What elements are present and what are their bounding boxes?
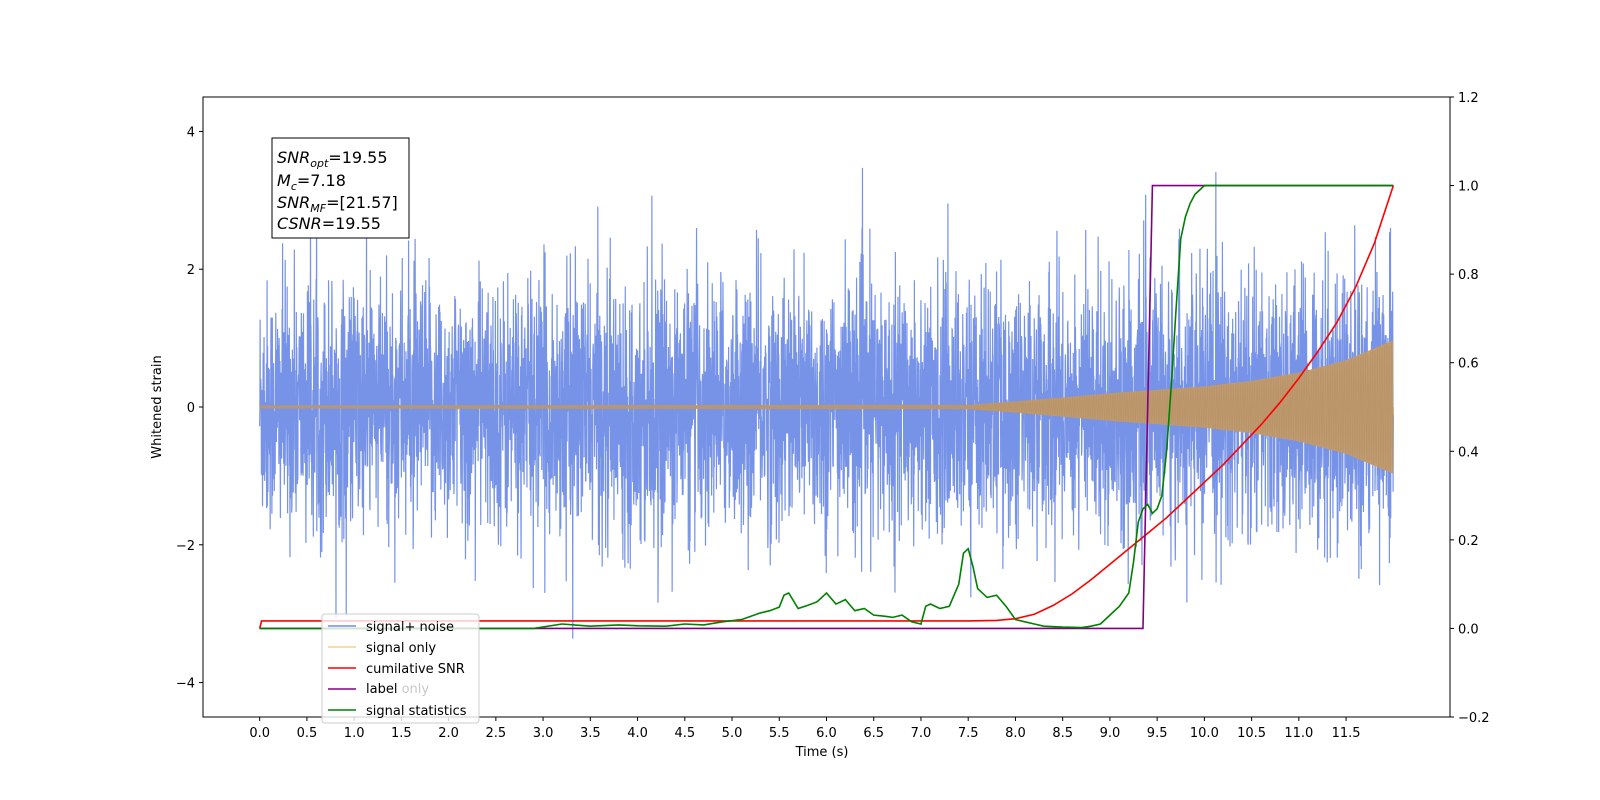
info-snr-mf: SNRMF=[21.57] (277, 193, 398, 215)
y-right-tick-label: −0.2 (1458, 711, 1490, 726)
y-left-tick-label: 2 (187, 263, 195, 278)
info-mc: Mc=7.18 (277, 171, 346, 193)
y-left-tick-label: 0 (187, 401, 195, 416)
legend-frame (321, 613, 480, 724)
x-tick-label: 2.0 (438, 726, 459, 741)
y-right-tick-label: 0.6 (1458, 357, 1479, 372)
x-tick-label: 3.0 (533, 726, 554, 741)
x-tick-label: 6.0 (816, 726, 837, 741)
y-right-tick-label: 0.8 (1458, 268, 1479, 283)
x-tick-label: 0.5 (297, 726, 318, 741)
legend: signal+ noise signal only cumilative SNR… (321, 613, 480, 724)
x-tick-label: 9.0 (1100, 726, 1121, 741)
y-left-tick-label: −4 (176, 677, 195, 692)
y-left-tick-label: 4 (187, 125, 195, 140)
x-tick-label: 1.0 (344, 726, 365, 741)
x-axis-label: Time (s) (795, 745, 849, 760)
y-right-tick-label: 0.4 (1458, 445, 1479, 460)
x-tick-label: 10.5 (1237, 726, 1266, 741)
x-tick-label: 0.0 (249, 726, 270, 741)
x-tick-label: 4.5 (674, 726, 695, 741)
series-signal-statistics (259, 184, 1394, 630)
y-left-tick-label: −2 (176, 539, 195, 554)
info-box: SNRopt=19.55 Mc=7.18 SNRMF=[21.57] CSNR=… (271, 137, 410, 239)
legend-label-signal-noise: signal+ noise (366, 620, 454, 635)
y-axis-left-label: Whitened strain (150, 355, 165, 458)
x-tick-label: 6.5 (863, 726, 884, 741)
info-csnr: CSNR=19.55 (277, 214, 381, 233)
series-signal-only-line (259, 342, 1394, 474)
info-snr-opt: SNRopt=19.55 (277, 148, 388, 170)
x-tick-label: 3.5 (580, 726, 601, 741)
series-layer (258, 167, 1395, 639)
x-tick-label: 1.5 (391, 726, 412, 741)
y-right-tick-label: 0.2 (1458, 534, 1479, 549)
x-tick-label: 5.0 (722, 726, 743, 741)
y-axis-left: 4 2 0 −2 −4 (176, 125, 203, 692)
x-tick-label: 4.0 (627, 726, 648, 741)
y-right-tick-label: 1.2 (1458, 91, 1479, 106)
x-axis: 0.0 0.5 1.0 1.5 2.0 2.5 3.0 3.5 4.0 4.5 5.0 5.5 6.0 6… (249, 717, 1361, 741)
legend-label-label: label (366, 682, 397, 697)
y-axis-right: 1.2 1.0 0.8 0.6 0.4 0.2 0.0 −0.2 (1450, 91, 1490, 726)
x-tick-label: 10.0 (1190, 726, 1219, 741)
x-tick-label: 9.5 (1147, 726, 1168, 741)
legend-label-signal-statistics: signal statistics (366, 704, 467, 719)
x-tick-label: 8.0 (1005, 726, 1026, 741)
legend-label-signal-only: signal only (366, 641, 436, 656)
x-tick-label: 7.5 (958, 726, 979, 741)
x-tick-label: 5.5 (769, 726, 790, 741)
y-right-tick-label: 1.0 (1458, 180, 1479, 195)
legend-overlap-mask (364, 682, 397, 698)
y-right-tick-label: 0.0 (1458, 622, 1479, 637)
x-tick-label: 7.0 (911, 726, 932, 741)
x-tick-label: 2.5 (486, 726, 507, 741)
x-tick-label: 11.0 (1284, 726, 1313, 741)
x-tick-label: 8.5 (1052, 726, 1073, 741)
series-signal-noise (259, 167, 1394, 639)
x-tick-label: 11.5 (1332, 726, 1361, 741)
legend-label-cumulative-snr: cumilative SNR (366, 662, 465, 677)
